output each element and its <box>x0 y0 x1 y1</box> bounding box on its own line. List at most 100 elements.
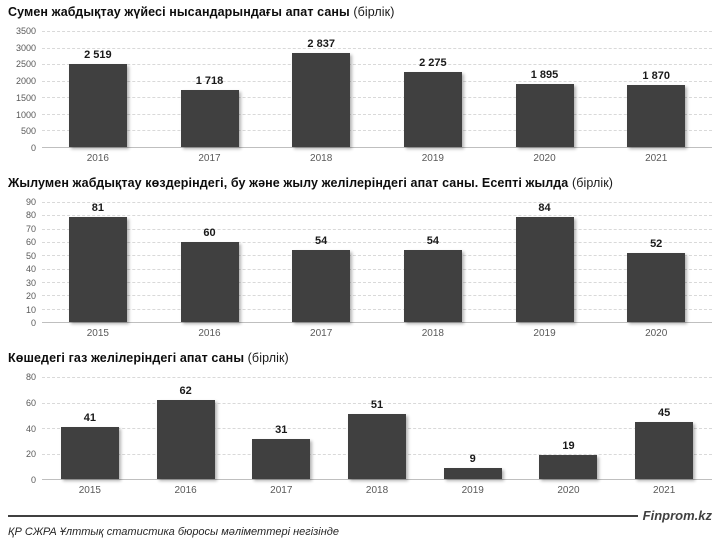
chart-title-unit: (бірлік) <box>353 5 395 19</box>
x-tick-label: 2020 <box>557 485 580 496</box>
bar <box>539 454 598 479</box>
x-axis: 2015 2016 2017 2018 2019 2020 <box>42 323 712 344</box>
bar-value-label: 84 <box>538 202 551 214</box>
x-tick-label: 2019 <box>533 328 556 339</box>
y-tick-label: 60 <box>25 237 36 248</box>
chart-plot-area: 90 80 70 60 50 40 30 20 10 0 81 60 54 54 84 52 <box>8 197 712 328</box>
gridline <box>42 228 712 230</box>
bar <box>252 439 311 479</box>
y-tick-label: 2500 <box>15 59 36 70</box>
x-axis: 2016 2017 2018 2019 2020 2021 <box>42 148 712 169</box>
bar-slot: 84 <box>489 202 601 322</box>
y-tick-label: 500 <box>20 126 36 137</box>
bar <box>443 467 502 479</box>
y-axis: 80 60 40 20 0 <box>8 372 42 485</box>
bar-value-label: 51 <box>370 398 384 411</box>
bar-value-label: 2 519 <box>84 48 112 61</box>
gridline <box>42 47 712 49</box>
bar-value-label: 81 <box>91 202 104 214</box>
gridline <box>42 80 712 82</box>
gridline <box>42 268 712 270</box>
bar-slot: 1 870 <box>600 31 712 147</box>
gridline <box>42 113 712 115</box>
y-tick-label: 50 <box>25 250 36 261</box>
bar <box>156 399 215 479</box>
footer-divider <box>8 514 638 517</box>
chart-water-supply-accidents: Сумен жабдықтау жүйесі нысандарындағы ап… <box>8 5 712 169</box>
x-tick-label: 2016 <box>174 485 197 496</box>
chart-gas-network-accidents: Көшедегі газ желілеріндегі апат саны (бі… <box>8 351 712 501</box>
chart-plot-area: 80 60 40 20 0 41 62 31 51 9 19 45 <box>8 372 712 485</box>
y-tick-label: 1500 <box>15 92 36 103</box>
bar <box>180 90 239 147</box>
bar-series: 41 62 31 51 9 19 45 <box>42 377 712 479</box>
y-tick-label: 0 <box>30 475 36 485</box>
x-tick-label: 2016 <box>198 328 221 339</box>
y-tick-label: 40 <box>25 423 36 434</box>
y-tick-label: 80 <box>25 372 36 382</box>
bar-slot: 51 <box>329 377 425 479</box>
bar <box>515 217 574 322</box>
bar-slot: 81 <box>42 202 154 322</box>
chart-title-unit: (бірлік) <box>247 351 289 365</box>
bar-slot: 2 519 <box>42 31 154 147</box>
chart-title-unit: (бірлік) <box>571 176 614 190</box>
y-tick-label: 30 <box>25 277 36 288</box>
source-note: ҚР СЖРА Ұлттық статистика бюросы мәлімет… <box>8 526 339 538</box>
y-tick-label: 70 <box>25 223 36 234</box>
chart-title: Көшедегі газ желілеріндегі апат саны (бі… <box>8 351 712 365</box>
bar <box>403 250 462 322</box>
y-tick-label: 0 <box>30 318 36 328</box>
bar <box>180 242 239 322</box>
x-tick-label: 2018 <box>421 328 444 339</box>
bar-value-label: 54 <box>426 235 439 247</box>
bar-slot: 45 <box>616 377 712 479</box>
plot: 81 60 54 54 84 52 <box>42 202 712 323</box>
footer-divider-row: Finprom.kz <box>8 508 712 523</box>
x-tick-label: 2017 <box>198 153 221 164</box>
bar-value-label: 62 <box>179 384 192 397</box>
bar-slot: 54 <box>265 202 377 322</box>
y-tick-label: 1000 <box>15 109 36 120</box>
bar <box>635 421 694 479</box>
gridline <box>42 308 712 310</box>
bar-series: 81 60 54 54 84 52 <box>42 202 712 322</box>
watermark-brand: Finprom.kz <box>642 508 712 523</box>
y-tick-label: 80 <box>25 210 36 221</box>
gridline <box>42 281 712 283</box>
gridline <box>42 31 712 32</box>
y-tick-label: 20 <box>25 291 36 302</box>
chart-heat-supply-accidents: Жылумен жабдықтау көздеріндегі, бу және … <box>8 176 712 344</box>
y-tick-label: 40 <box>25 264 36 275</box>
x-tick-label: 2015 <box>86 328 109 339</box>
bar-slot: 1 718 <box>154 31 266 147</box>
bar <box>403 71 462 147</box>
bar <box>348 413 407 479</box>
bar-value-label: 54 <box>315 235 328 247</box>
bar-value-label: 2 275 <box>419 56 447 69</box>
bar <box>292 52 351 147</box>
gridline <box>42 402 712 404</box>
bar-slot: 62 <box>138 377 234 479</box>
bar-value-label: 1 895 <box>530 69 559 82</box>
bar-slot: 2 275 <box>377 31 489 147</box>
y-tick-label: 90 <box>25 197 36 207</box>
chart-plot-area: 3500 3000 2500 2000 1500 1000 500 0 2 519 1 718 2… <box>8 26 712 153</box>
bar-slot: 41 <box>42 377 138 479</box>
bar-slot: 52 <box>600 202 712 322</box>
bar-value-label: 60 <box>203 227 216 240</box>
x-tick-label: 2019 <box>461 485 484 496</box>
bar <box>60 426 119 479</box>
bar <box>292 250 351 322</box>
x-tick-label: 2016 <box>86 153 109 164</box>
chart-title-text: Жылумен жабдықтау көздеріндегі, бу және … <box>8 176 569 190</box>
chart-title-text: Сумен жабдықтау жүйесі нысандарындағы ап… <box>8 5 350 19</box>
bar-slot: 9 <box>425 377 521 479</box>
bar-value-label: 9 <box>469 452 476 465</box>
gridline <box>42 295 712 297</box>
bar <box>627 85 686 147</box>
bar-value-label: 1 718 <box>195 75 224 88</box>
plot: 2 519 1 718 2 837 2 275 1 895 1 870 <box>42 31 712 148</box>
bar-slot: 1 895 <box>489 31 601 147</box>
y-axis: 90 80 70 60 50 40 30 20 10 0 <box>8 197 42 328</box>
